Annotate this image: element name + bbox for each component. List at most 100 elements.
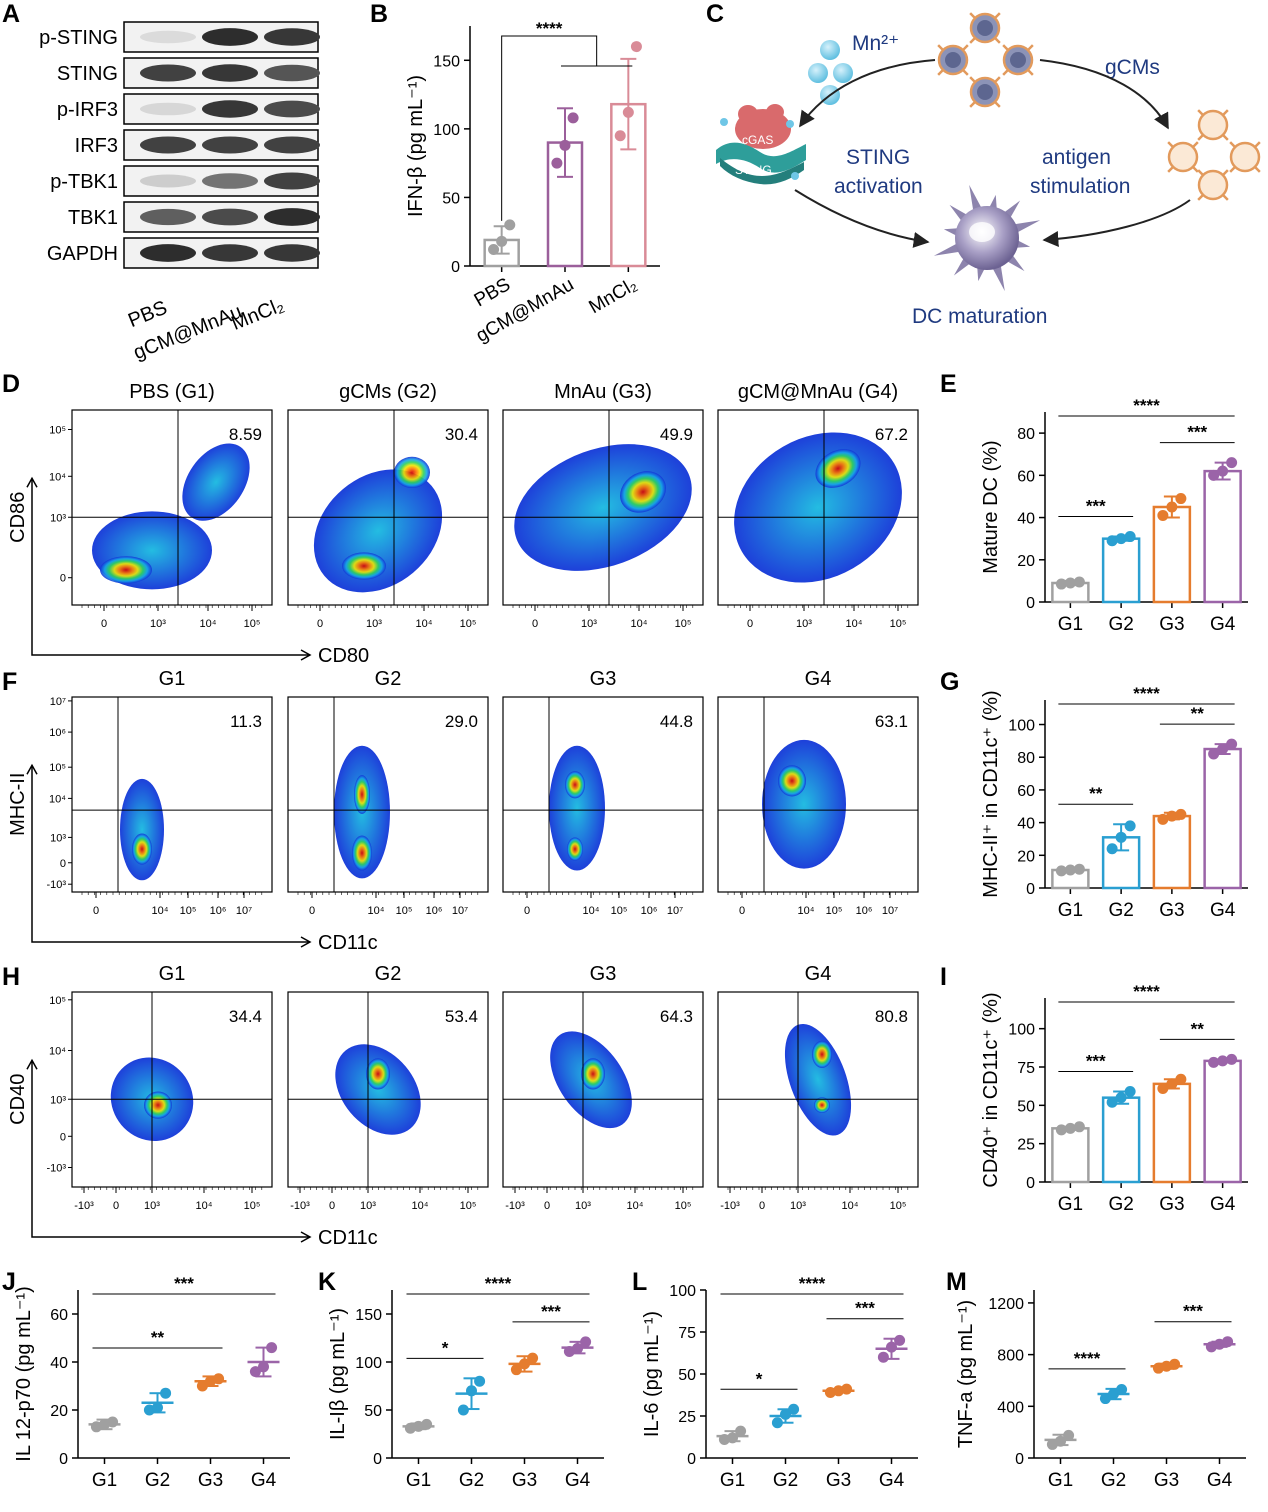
flow-plot-title-1: gCMs (G2)	[339, 381, 437, 403]
x-tick-label: 10⁵	[244, 618, 261, 630]
y-axis-title: MHC-II⁺ in CD11c⁺ (%)	[980, 690, 1002, 897]
gcm-mnau-particle	[969, 76, 1001, 108]
data-point	[152, 1402, 163, 1414]
particle-shell	[1197, 109, 1229, 141]
data-point	[213, 1373, 225, 1385]
x-tick-label: 10⁴	[842, 1200, 859, 1212]
blot-band	[140, 136, 196, 154]
blot-band	[202, 64, 258, 82]
antigen-stimulation-line1: antigen	[1042, 146, 1111, 169]
blot-band	[202, 173, 258, 189]
data-point	[1175, 808, 1187, 820]
y-arrow-head	[26, 1058, 38, 1070]
data-point	[1124, 1086, 1136, 1098]
data-point	[1055, 1435, 1066, 1447]
y-tick-label: 150	[433, 53, 460, 70]
data-point	[1166, 810, 1178, 822]
y-axis-title: CD40⁺ in CD11c⁺ (%)	[980, 992, 1002, 1187]
significance-label: ***	[1183, 1302, 1203, 1321]
x-tick-label: 10⁴	[631, 618, 648, 630]
y-tick-label: -10³	[46, 879, 66, 891]
x-tick-label: 10⁶	[641, 905, 658, 917]
gcm-mnau-particle	[937, 44, 969, 76]
data-point	[771, 1417, 783, 1429]
x-tick-label: 0	[113, 1200, 119, 1212]
particle-core	[977, 84, 993, 100]
flow-cytometry-cd11c-cd40: G1 34.4 -10³ 0 10³ 10⁴ 10⁵ 10⁵ 10⁴ 10³ 0 -10³ G2 53.4…	[7, 963, 919, 1249]
y-tick-label: 25	[678, 1409, 696, 1426]
data-point	[1226, 738, 1238, 750]
flow-x-axis-label: CD80	[318, 645, 369, 667]
data-point	[1157, 813, 1169, 825]
data-point	[1063, 1429, 1075, 1441]
x-category-label: G1	[1048, 1470, 1073, 1491]
bar	[1203, 1059, 1242, 1184]
x-tick-label: 10⁴	[200, 618, 217, 630]
data-point	[1073, 576, 1085, 588]
y-tick-label: 10³	[50, 1094, 66, 1106]
gcm-mnau-particle	[1002, 44, 1034, 76]
particle-shell	[1167, 141, 1199, 173]
data-point	[841, 1383, 853, 1395]
x-category-label: G4	[251, 1470, 277, 1491]
y-tick-label: 0	[60, 1131, 66, 1143]
particle-shell	[1197, 169, 1229, 201]
significance-label: ***	[541, 1302, 561, 1321]
y-tick-label: 10⁵	[49, 425, 66, 437]
flow-y-axis-label: MHC-II	[7, 773, 29, 836]
quadrant-percent-0: 34.4	[229, 1007, 262, 1026]
x-tick-label: 0	[317, 618, 323, 630]
x-tick-label: 10³	[150, 618, 166, 630]
data-point	[258, 1361, 269, 1373]
dendritic-cell-icon	[933, 184, 1041, 292]
significance-label: ***	[1086, 497, 1106, 516]
x-tick-label: 10⁵	[460, 618, 477, 630]
data-point	[1217, 465, 1229, 477]
data-point	[1106, 1096, 1118, 1108]
flow-density	[313, 456, 443, 593]
x-tick-label: 0	[329, 1200, 335, 1212]
y-tick-label: 10³	[50, 832, 66, 844]
y-tick-label: 0	[687, 1451, 696, 1468]
blot-band	[202, 100, 258, 118]
axis-arrow-lines	[31, 765, 310, 943]
data-point	[1208, 469, 1220, 481]
bar	[1152, 814, 1192, 890]
x-tick-label: 10³	[360, 1200, 376, 1212]
y-tick-label: 40	[1017, 511, 1035, 528]
y-axis-title: IL-Iβ (pg mL⁻¹)	[327, 1308, 349, 1440]
y-tick-label: 75	[1017, 1060, 1035, 1077]
y-axis-title: IFN-β (pg mL⁻¹)	[405, 75, 427, 217]
y-axis-title: Mature DC (%)	[980, 440, 1002, 573]
significance-label: ***	[1086, 1052, 1106, 1071]
data-point	[249, 1366, 261, 1378]
particle-core	[945, 52, 961, 68]
x-tick-label: 10⁴	[627, 1200, 644, 1212]
panel-letter-h: H	[2, 963, 20, 991]
y-tick-label: 50	[442, 190, 460, 207]
panel-letter-i: I	[940, 963, 947, 991]
x-category-label: G1	[1058, 900, 1083, 921]
density-blob	[778, 765, 806, 797]
significance-label: **	[1089, 784, 1103, 803]
data-point	[1116, 1384, 1128, 1396]
bar	[1152, 505, 1192, 604]
significance-label: ****	[799, 1274, 826, 1293]
flow-density	[334, 745, 390, 879]
data-point	[572, 1343, 583, 1355]
quadrant-percent-0: 8.59	[229, 425, 262, 444]
data-point	[527, 1352, 539, 1364]
x-tick-label: 10⁷	[236, 905, 252, 917]
y-tick-label: 0	[60, 573, 66, 585]
data-point	[504, 219, 516, 231]
y-tick-label: 0	[1026, 881, 1035, 898]
significance-label: ****	[1133, 982, 1160, 1001]
y-tick-label: 0	[60, 858, 66, 870]
flow-cytometry-cd11c-mhcii: G1 11.3 0 10⁴ 10⁵ 10⁶ 10⁷ 10⁷ 10⁶ 10⁵ 10⁴ 10³ 0 -10³ G…	[7, 668, 919, 954]
flow-y-axis-label: CD40	[7, 1074, 29, 1125]
significance-label: ****	[1074, 1349, 1101, 1368]
